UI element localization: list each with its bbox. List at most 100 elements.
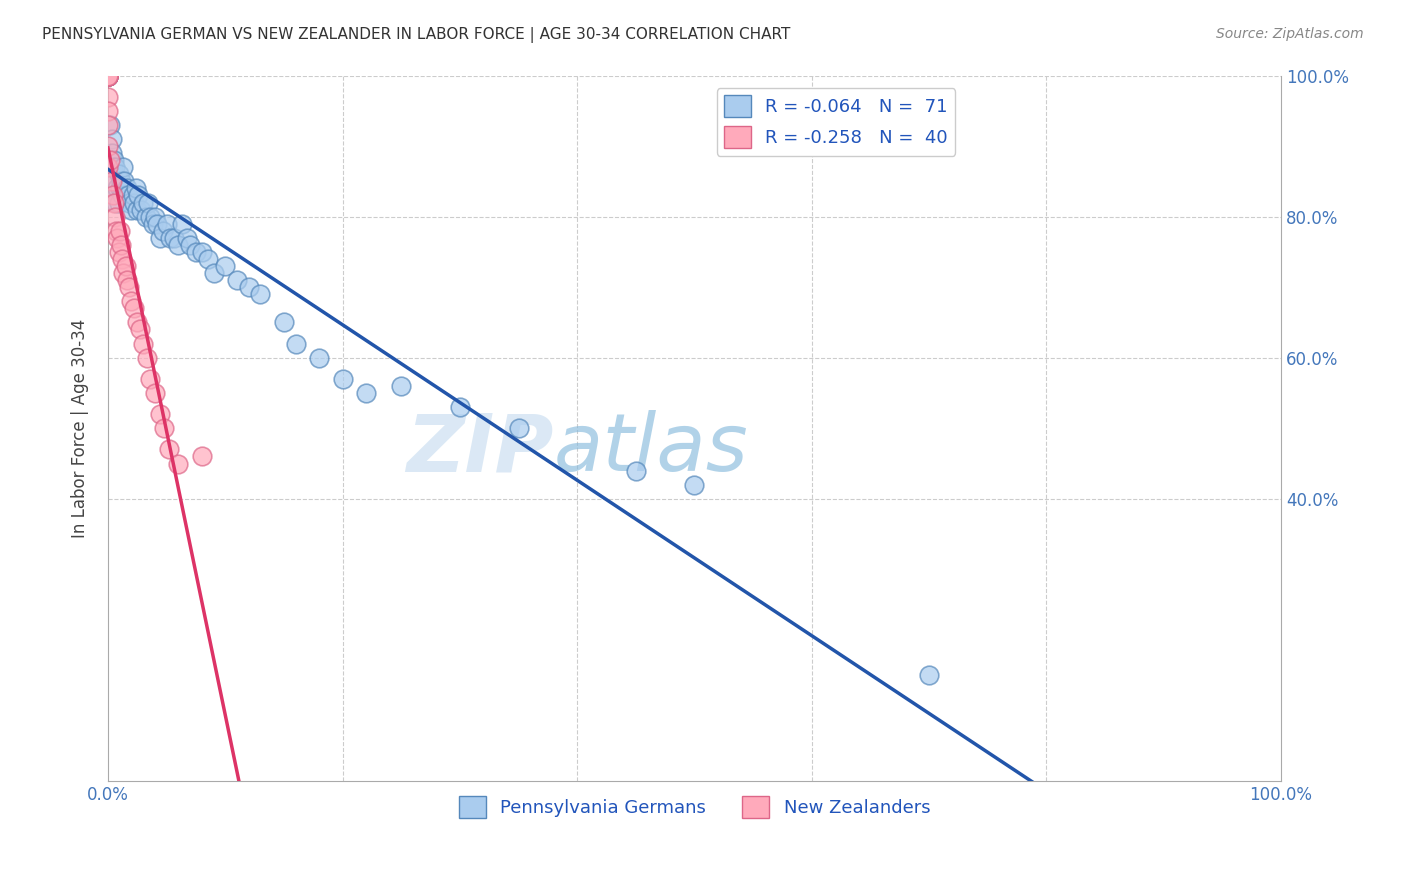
Point bbox=[159, 231, 181, 245]
Point bbox=[176, 231, 198, 245]
Point bbox=[100, 132, 122, 146]
Point bbox=[249, 287, 271, 301]
Point bbox=[179, 237, 201, 252]
Point bbox=[97, 103, 120, 118]
Point bbox=[97, 89, 120, 103]
Point bbox=[149, 407, 172, 421]
Point bbox=[105, 224, 128, 238]
Point bbox=[308, 351, 330, 365]
Text: atlas: atlas bbox=[554, 410, 748, 489]
Point bbox=[389, 379, 412, 393]
Point bbox=[117, 188, 139, 202]
Point bbox=[184, 244, 207, 259]
Point bbox=[122, 301, 145, 316]
Point bbox=[97, 69, 120, 83]
Point bbox=[128, 322, 150, 336]
Point bbox=[103, 195, 125, 210]
Point bbox=[135, 351, 157, 365]
Point bbox=[149, 231, 172, 245]
Point bbox=[97, 69, 120, 83]
Point bbox=[121, 188, 143, 202]
Point bbox=[110, 237, 132, 252]
Point bbox=[97, 69, 120, 83]
Point bbox=[139, 210, 162, 224]
Point bbox=[98, 153, 121, 168]
Point bbox=[226, 273, 249, 287]
Point bbox=[100, 146, 122, 161]
Point bbox=[97, 69, 120, 83]
Point bbox=[105, 195, 128, 210]
Y-axis label: In Labor Force | Age 30-34: In Labor Force | Age 30-34 bbox=[72, 318, 89, 538]
Point bbox=[115, 181, 138, 195]
Point bbox=[918, 668, 941, 682]
Point bbox=[97, 69, 120, 83]
Point bbox=[191, 244, 214, 259]
Point bbox=[111, 188, 134, 202]
Point bbox=[97, 69, 120, 83]
Point bbox=[122, 195, 145, 210]
Point bbox=[129, 202, 152, 217]
Point bbox=[127, 188, 149, 202]
Point bbox=[163, 231, 186, 245]
Point bbox=[97, 69, 120, 83]
Point bbox=[101, 188, 124, 202]
Point bbox=[100, 174, 122, 188]
Point bbox=[125, 181, 148, 195]
Point bbox=[167, 237, 190, 252]
Point bbox=[156, 217, 179, 231]
Point bbox=[112, 160, 135, 174]
Point bbox=[120, 202, 142, 217]
Point bbox=[284, 336, 307, 351]
Point bbox=[111, 252, 134, 266]
Point bbox=[127, 202, 149, 217]
Point bbox=[152, 224, 174, 238]
Point bbox=[97, 69, 120, 83]
Point bbox=[146, 217, 169, 231]
Point bbox=[114, 188, 136, 202]
Point bbox=[238, 280, 260, 294]
Point bbox=[115, 273, 138, 287]
Point bbox=[120, 294, 142, 309]
Point bbox=[273, 315, 295, 329]
Point bbox=[157, 442, 180, 457]
Point bbox=[97, 69, 120, 83]
Legend: Pennsylvania Germans, New Zealanders: Pennsylvania Germans, New Zealanders bbox=[451, 789, 938, 825]
Point bbox=[354, 386, 377, 401]
Point bbox=[107, 167, 129, 181]
Point bbox=[143, 210, 166, 224]
Point bbox=[143, 386, 166, 401]
Point bbox=[508, 421, 530, 435]
Point bbox=[110, 174, 132, 188]
Point bbox=[105, 188, 128, 202]
Point bbox=[118, 195, 141, 210]
Point bbox=[97, 139, 120, 153]
Point bbox=[114, 259, 136, 273]
Point bbox=[97, 69, 120, 83]
Point bbox=[112, 266, 135, 280]
Point bbox=[108, 224, 131, 238]
Point bbox=[107, 244, 129, 259]
Point bbox=[112, 174, 135, 188]
Text: ZIP: ZIP bbox=[406, 410, 554, 489]
Point bbox=[167, 457, 190, 471]
Point bbox=[139, 372, 162, 386]
Point bbox=[107, 195, 129, 210]
Point bbox=[97, 118, 120, 132]
Point bbox=[136, 195, 159, 210]
Point bbox=[142, 217, 165, 231]
Point bbox=[135, 210, 157, 224]
Point bbox=[197, 252, 219, 266]
Point bbox=[153, 421, 176, 435]
Point bbox=[449, 400, 471, 414]
Point bbox=[127, 315, 149, 329]
Point bbox=[104, 210, 127, 224]
Point bbox=[98, 118, 121, 132]
Point bbox=[170, 217, 193, 231]
Point bbox=[191, 450, 214, 464]
Point bbox=[97, 69, 120, 83]
Point bbox=[624, 464, 647, 478]
Point bbox=[132, 195, 155, 210]
Point bbox=[118, 280, 141, 294]
Point bbox=[97, 69, 120, 83]
Point bbox=[101, 160, 124, 174]
